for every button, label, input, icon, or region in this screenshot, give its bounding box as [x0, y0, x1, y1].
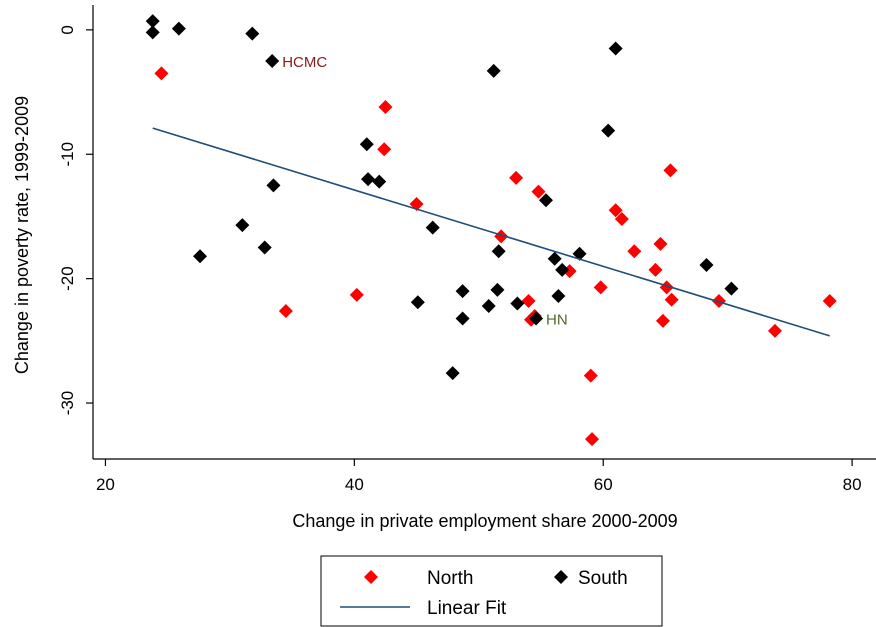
annotation-hn: HN: [546, 311, 568, 328]
legend-box: [320, 555, 663, 627]
legend-north-label: North: [427, 568, 473, 589]
south-point: [538, 193, 553, 208]
legend-south-marker: [554, 570, 568, 584]
south-point: [608, 41, 623, 56]
legend-fit-label: Linear Fit: [427, 598, 507, 619]
south-point: [529, 311, 544, 326]
north-point: [655, 313, 670, 328]
north-point: [494, 229, 509, 244]
south-point: [547, 251, 562, 266]
x-tick-label: 60: [594, 475, 613, 494]
south-point: [245, 26, 260, 41]
y-tick-label: -30: [58, 391, 77, 416]
y-tick-label: 0: [58, 25, 77, 34]
south-point: [145, 14, 160, 29]
south-point: [699, 257, 714, 272]
north-point: [822, 294, 837, 309]
south-point: [171, 21, 186, 36]
south-point: [481, 299, 496, 314]
fit-line-layer: [152, 127, 830, 337]
south-point: [425, 220, 440, 235]
legend: North South Linear Fit: [320, 555, 663, 627]
north-point: [711, 294, 726, 309]
x-tick-label: 40: [345, 475, 364, 494]
north-point: [627, 244, 642, 259]
north-point: [521, 294, 536, 309]
linear-fit-line: [152, 127, 830, 337]
south-point: [193, 249, 208, 264]
south-point: [372, 174, 387, 189]
north-point: [648, 262, 663, 277]
south-point: [455, 284, 470, 299]
south-point: [724, 281, 739, 296]
north-point: [614, 211, 629, 226]
south-point: [235, 218, 250, 233]
south-point: [257, 240, 272, 255]
north-point: [585, 432, 600, 447]
y-tick-label: -20: [58, 266, 77, 291]
annotations-layer: HCMC HN: [282, 54, 567, 328]
north-point: [583, 368, 598, 383]
x-tick-label: 80: [843, 475, 862, 494]
south-point: [445, 366, 460, 381]
north-point: [767, 323, 782, 338]
south-point: [410, 295, 425, 310]
north-point: [653, 236, 668, 251]
points-layer: [145, 14, 837, 447]
north-point: [608, 203, 623, 218]
y-tick-label: -10: [58, 142, 77, 167]
south-point: [510, 296, 525, 311]
south-point: [551, 289, 566, 304]
north-point: [663, 163, 678, 178]
south-point: [601, 123, 616, 138]
north-point: [509, 170, 524, 185]
north-point: [377, 142, 392, 157]
north-point: [154, 66, 169, 81]
north-point: [349, 287, 364, 302]
south-point: [490, 282, 505, 297]
south-point: [265, 53, 280, 68]
south-point: [145, 25, 160, 40]
south-point: [491, 244, 506, 259]
legend-south-label: South: [578, 568, 628, 589]
north-point: [531, 184, 546, 199]
north-point: [659, 280, 674, 295]
y-axis-title: Change in poverty rate, 1999-2009: [12, 96, 32, 374]
south-point: [555, 262, 570, 277]
north-point: [593, 280, 608, 295]
south-point: [266, 178, 281, 193]
south-point: [486, 63, 501, 78]
x-axis-title: Change in private employment share 2000-…: [292, 511, 677, 531]
south-point: [359, 137, 374, 152]
axes-layer: 20 40 60 80 0 -10 -20 -30: [58, 5, 876, 494]
south-point: [455, 311, 470, 326]
x-tick-label: 20: [96, 475, 115, 494]
legend-north-marker: [364, 570, 378, 584]
annotation-hcmc: HCMC: [282, 54, 327, 71]
north-point: [278, 303, 293, 318]
north-point: [664, 292, 679, 307]
north-point: [378, 99, 393, 114]
south-point: [361, 172, 376, 187]
